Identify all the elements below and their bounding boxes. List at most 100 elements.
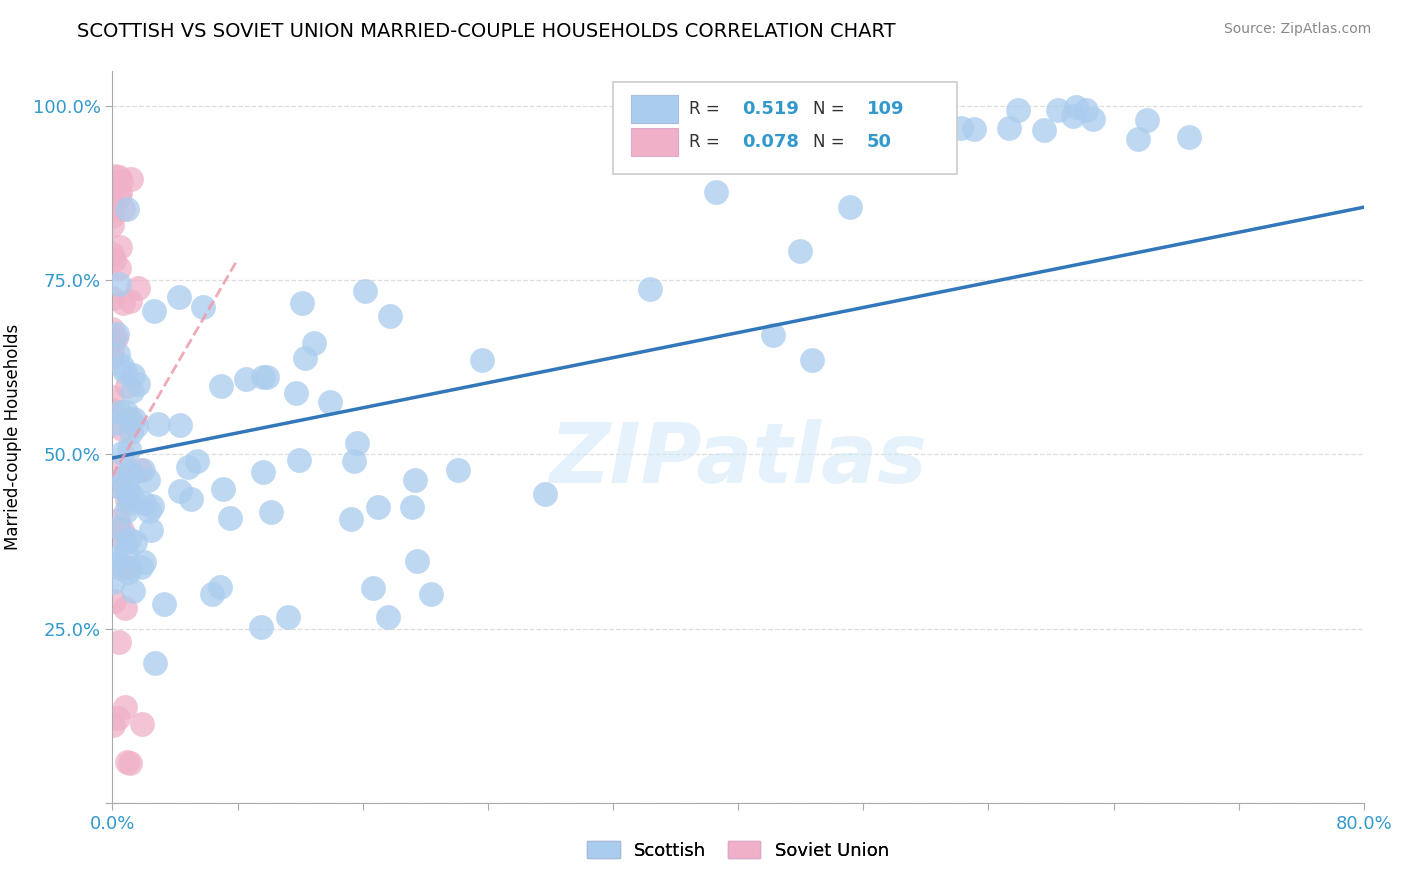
Point (191, 300, 214, 314)
Point (103, 574, 125, 589)
Point (101, 197, 124, 211)
Point (115, 560, 138, 574)
Point (361, 581, 384, 595)
Point (367, 500, 389, 514)
Point (260, 505, 283, 519)
Point (108, 520, 131, 534)
Point (122, 583, 145, 598)
Point (101, 328, 124, 343)
Point (118, 412, 141, 426)
Point (471, 352, 494, 367)
Point (112, 470, 135, 484)
Point (378, 310, 401, 324)
Point (250, 619, 273, 633)
Point (105, 331, 128, 345)
Y-axis label: Married-couple Households: Married-couple Households (4, 324, 21, 550)
Point (114, 504, 136, 518)
Point (1076, 103, 1098, 118)
Point (1083, 112, 1105, 126)
Point (108, 169, 131, 184)
Point (101, 183, 124, 197)
Point (101, 247, 124, 261)
Point (148, 417, 170, 431)
Point (101, 218, 124, 232)
Point (110, 186, 132, 200)
Point (111, 446, 134, 460)
Point (108, 474, 131, 488)
Point (319, 395, 342, 409)
Point (103, 252, 125, 267)
Point (704, 185, 727, 199)
Point (115, 405, 138, 419)
Point (111, 202, 134, 216)
Point (124, 535, 146, 549)
Point (138, 504, 160, 518)
Point (110, 481, 132, 495)
Point (121, 489, 143, 503)
Point (111, 296, 134, 310)
Point (103, 718, 125, 732)
Point (343, 454, 366, 468)
Point (401, 500, 423, 514)
Point (103, 594, 125, 608)
Point (186, 454, 208, 468)
Text: 0.519: 0.519 (742, 100, 799, 118)
Point (284, 386, 307, 401)
Point (208, 581, 231, 595)
Point (353, 284, 375, 298)
Point (103, 416, 125, 430)
Point (169, 484, 191, 499)
Point (762, 327, 785, 342)
Text: 0.078: 0.078 (742, 133, 799, 152)
Point (117, 566, 139, 580)
Point (101, 291, 124, 305)
Point (118, 496, 141, 510)
Point (131, 463, 153, 477)
Point (302, 336, 325, 351)
Point (122, 368, 145, 383)
Point (108, 277, 131, 291)
Point (101, 390, 124, 404)
Point (117, 202, 139, 217)
Text: N =: N = (813, 100, 851, 118)
Point (118, 442, 141, 456)
Point (534, 487, 557, 501)
Point (447, 463, 470, 477)
Text: N =: N = (813, 133, 851, 152)
Point (103, 478, 125, 492)
Point (235, 372, 257, 386)
Point (101, 343, 124, 358)
Point (252, 370, 274, 384)
Point (101, 463, 124, 477)
Point (104, 169, 127, 183)
Point (108, 190, 131, 204)
Point (108, 260, 131, 275)
Point (132, 496, 155, 510)
Point (789, 244, 811, 259)
Point (963, 122, 986, 136)
Point (201, 587, 224, 601)
Point (141, 499, 163, 513)
Point (105, 327, 128, 342)
Point (142, 304, 165, 318)
Point (801, 353, 824, 368)
Point (110, 359, 132, 374)
Point (101, 336, 124, 351)
Point (101, 201, 124, 215)
Point (950, 121, 973, 136)
Point (117, 483, 139, 498)
Point (420, 587, 443, 601)
Point (117, 487, 139, 501)
Point (1178, 130, 1201, 145)
Point (110, 239, 132, 253)
Point (108, 635, 131, 649)
Point (346, 436, 368, 450)
Point (136, 473, 159, 487)
Point (211, 378, 233, 392)
Point (294, 351, 316, 366)
Point (101, 350, 124, 364)
Point (118, 294, 141, 309)
Point (377, 610, 399, 624)
Point (211, 482, 233, 496)
Point (101, 322, 124, 336)
